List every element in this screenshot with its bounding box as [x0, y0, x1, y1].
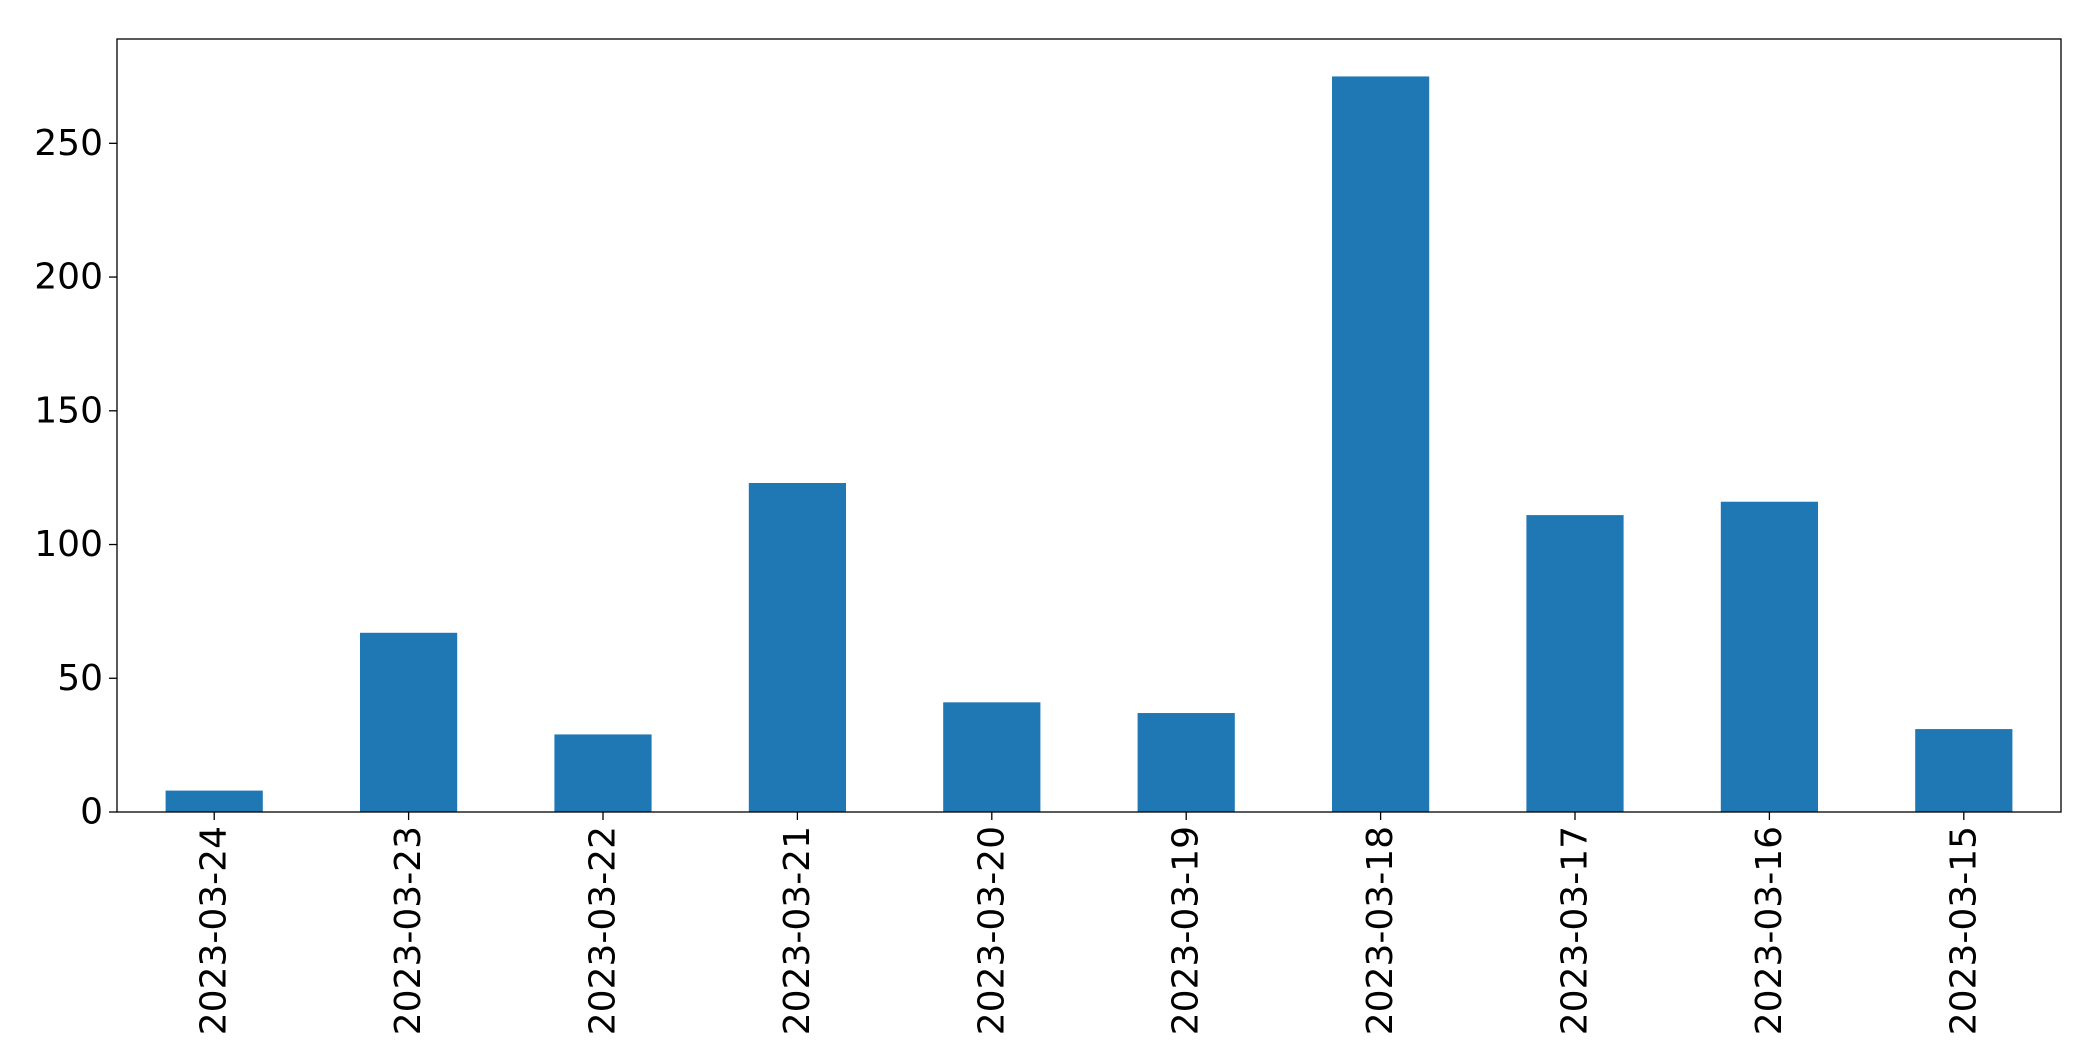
- plot-area: 0 50 100 150 200 250 2023-03-24 2023-03-23 2023-…: [34, 38, 2062, 1035]
- y-tick-label: 0: [80, 792, 103, 833]
- x-tick-label: 2023-03-17: [1555, 826, 1596, 1035]
- y-tick-label: 100: [34, 524, 103, 565]
- bar-2023-03-16: [1720, 501, 1818, 812]
- bar-2023-03-23: [360, 632, 458, 812]
- y-tick-label: 50: [57, 658, 103, 699]
- bar-2023-03-15: [1915, 729, 2013, 812]
- x-tick-label: 2023-03-21: [777, 826, 818, 1035]
- y-tick-label: 250: [34, 123, 103, 164]
- x-tick-label: 2023-03-23: [388, 826, 429, 1035]
- bar-2023-03-19: [1137, 713, 1235, 812]
- x-tick-label: 2023-03-22: [583, 826, 624, 1035]
- x-tick-label: 2023-03-15: [1943, 826, 1984, 1035]
- bar-2023-03-24: [165, 790, 263, 812]
- bar-2023-03-18: [1332, 76, 1430, 813]
- x-tick-label: 2023-03-24: [194, 826, 235, 1035]
- bar-2023-03-22: [554, 734, 652, 812]
- x-tick-label: 2023-03-19: [1166, 826, 1207, 1035]
- x-tick-label: 2023-03-20: [971, 826, 1012, 1035]
- y-tick-label: 150: [34, 390, 103, 431]
- bar-2023-03-20: [943, 702, 1041, 812]
- y-tick-label: 200: [34, 257, 103, 298]
- x-tick-label: 2023-03-16: [1749, 826, 1790, 1035]
- bar-2023-03-21: [748, 483, 846, 812]
- x-tick-label: 2023-03-18: [1360, 826, 1401, 1035]
- plot-frame: [116, 38, 2062, 813]
- bar-2023-03-17: [1526, 515, 1624, 812]
